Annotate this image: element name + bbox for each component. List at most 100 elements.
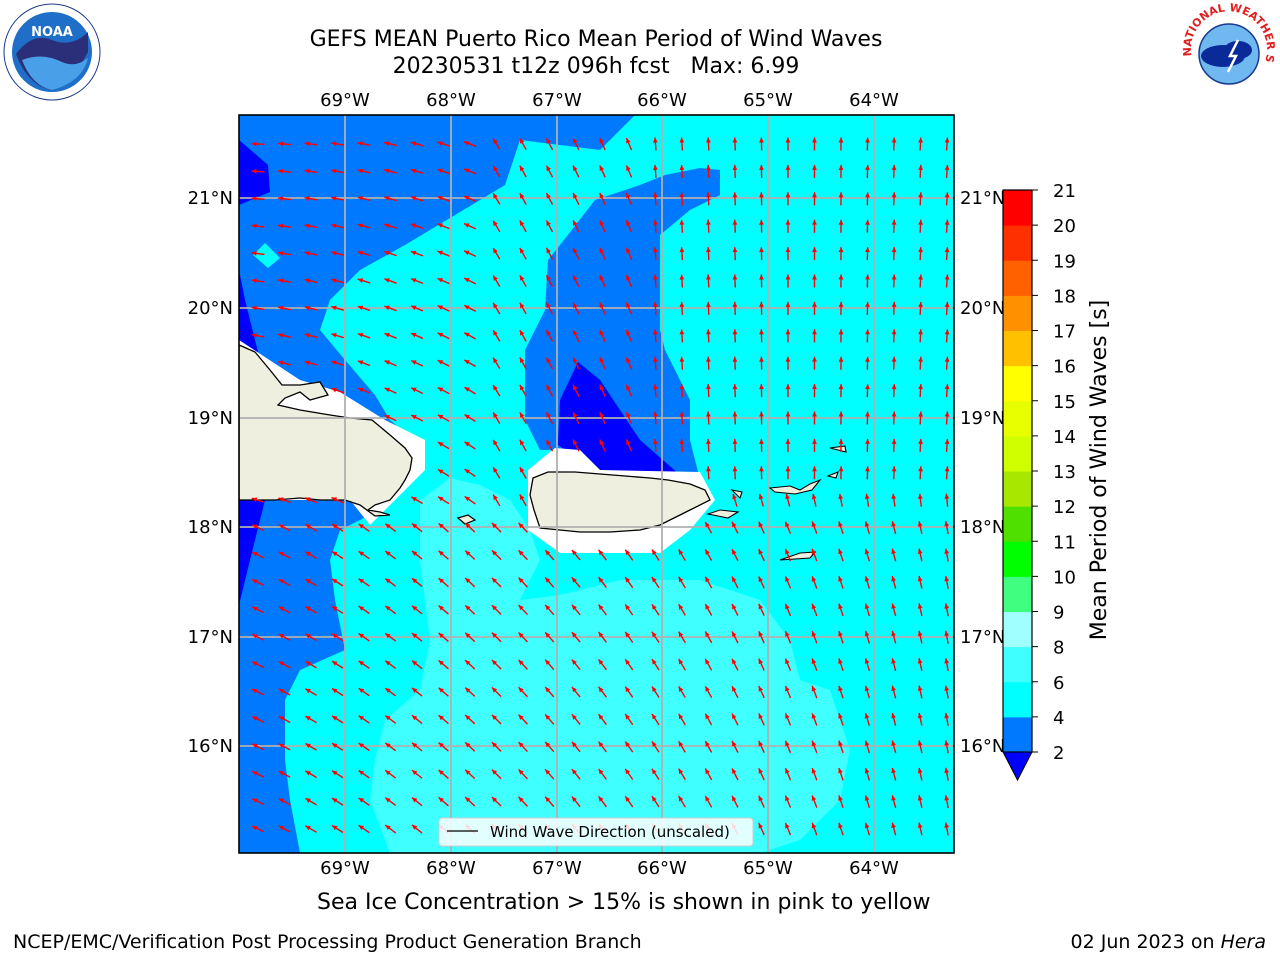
wind-arrow [384,196,397,202]
colorbar-tick-label: 19 [1053,251,1076,272]
wind-arrow [652,164,658,178]
wind-arrow [545,411,554,425]
lat-label-left: 19°N [188,408,233,429]
wind-arrow [864,685,871,699]
wind-arrow [679,411,685,425]
wind-arrow [598,768,607,780]
wind-arrow [731,658,739,671]
wind-arrow [704,685,713,699]
colorbar-tick-label: 2 [1053,743,1064,764]
wind-arrow [704,631,713,644]
wind-arrow [732,493,738,507]
wind-arrow [305,551,317,559]
wind-arrow [411,550,423,560]
footer-branch: NCEP/EMC/Verification Post Processing Pr… [13,931,642,953]
wind-arrow [944,575,950,589]
wind-arrow [599,357,606,370]
wind-arrow [492,357,501,370]
wind-arrow [384,605,397,615]
land-hispaniola [239,344,413,517]
wind-arrow [572,137,580,151]
wind-arrow [944,630,950,644]
wind-arrow [518,577,528,588]
wind-arrow [544,796,555,807]
wind-arrow [651,603,660,616]
wind-arrow [330,141,345,147]
wind-arrow [357,168,371,174]
wind-arrow [864,493,870,507]
wind-arrow [864,740,871,754]
wind-arrow [277,196,292,201]
wind-arrow [357,141,371,147]
wind-arrow [759,411,764,425]
wind-arrow [384,278,397,284]
wind-arrow [358,797,370,806]
wind-arrow [917,822,923,836]
wind-arrow [704,603,713,616]
wind-arrow [785,329,791,343]
wind-arrow [624,741,634,753]
wind-arrow [384,797,397,807]
wind-arrow [731,603,739,616]
wind-arrow [518,631,528,643]
wind-arrow [357,305,371,312]
wind-arrow [278,743,291,751]
wind-arrow [678,713,686,726]
wind-arrow [438,796,449,807]
wind-arrow [625,247,633,260]
colorbar-tick-label: 10 [1053,567,1076,588]
wind-arrow [706,329,711,343]
wind-arrow [278,770,291,778]
wind-arrow [812,466,817,480]
wind-arrow [944,329,950,343]
wind-arrow [251,223,265,229]
wind-arrow [599,329,606,342]
wind-arrow [411,659,423,670]
wind-arrow [251,688,265,696]
wind-arrow [410,223,424,230]
wind-arrow [838,822,844,836]
wind-arrow [891,164,897,178]
wind-arrow [918,274,923,288]
wind-arrow [384,824,397,834]
wind-arrow [944,384,950,398]
wind-arrow [944,219,950,233]
wind-arrow [411,522,423,533]
wind-arrow [519,329,527,342]
lon-label-bottom: 68°W [426,858,476,879]
wind-arrow [865,384,870,398]
wind-arrow [251,196,265,202]
wind-arrow [758,521,765,534]
wind-arrow [410,277,424,285]
wind-arrow [278,688,291,696]
wind-arrow [838,740,844,754]
wind-arrow [599,274,606,288]
wind-arrow [679,329,685,343]
wind-arrow [704,658,713,671]
wind-arrow [331,305,344,311]
wind-arrow [545,274,554,288]
wind-arrow [625,219,633,233]
wind-arrow [891,548,897,562]
wind-arrow [758,493,764,507]
wind-arrow [944,712,950,726]
wind-arrow [625,274,633,288]
lon-label-top: 64°W [849,90,899,111]
wind-arrow [278,360,291,366]
wind-arrow [732,384,738,398]
wind-arrow [572,192,580,205]
wind-arrow [411,824,423,834]
wind-arrow [599,137,606,151]
wind-arrow [758,576,765,589]
wind-arrow [679,356,685,370]
wind-arrow [519,494,527,507]
wind-arrow [251,168,265,174]
wind-arrow [464,577,476,588]
wind-arrow [759,192,764,206]
land-islet-2 [826,471,839,479]
wind-arrow [492,165,501,178]
wind-arrow [438,550,449,560]
wind-arrow [704,576,713,589]
wind-arrow [706,192,711,206]
wind-arrow [571,631,581,643]
